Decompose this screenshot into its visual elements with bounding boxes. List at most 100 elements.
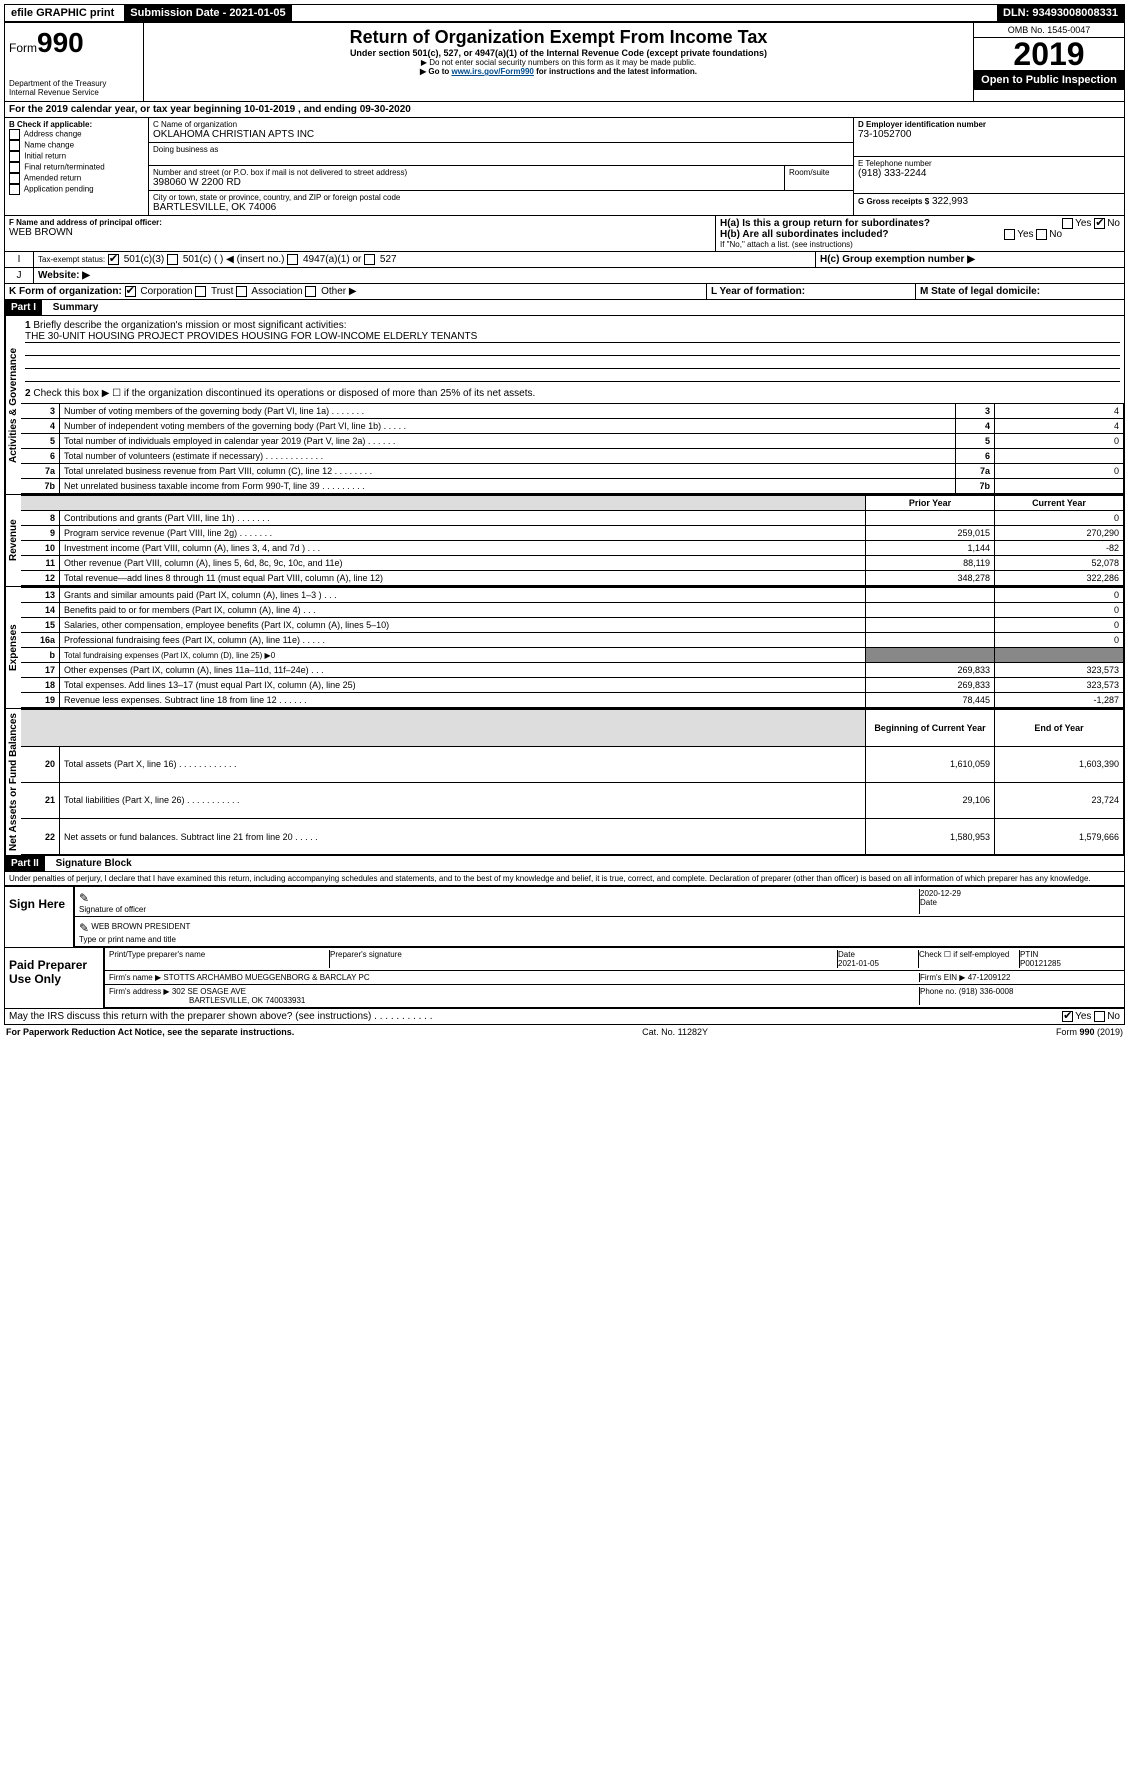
section-hc-label: H(c) Group exemption number ▶ [820,254,975,265]
entity-block: B Check if applicable: Address change Na… [4,118,1125,216]
section-g-label: G Gross receipts $ [858,197,929,206]
firm-ein: 47-1209122 [968,973,1011,982]
expenses-table: 13Grants and similar amounts paid (Part … [21,587,1124,708]
form-title: Return of Organization Exempt From Incom… [148,27,969,48]
netassets-table: Beginning of Current YearEnd of Year20To… [21,709,1124,855]
org-address: 398060 W 2200 RD [153,177,780,188]
tax-status-checkbox[interactable] [287,254,298,265]
form-org-checkbox[interactable] [236,286,247,297]
discuss-no-checkbox[interactable] [1094,1011,1105,1022]
section-b-checkbox[interactable] [9,184,20,195]
hb-yes-checkbox[interactable] [1004,229,1015,240]
room-label: Room/suite [789,168,849,177]
firm-city: BARTLESVILLE, OK 740033931 [109,996,305,1005]
top-toolbar: efile GRAPHIC print Submission Date - 20… [4,4,1125,22]
form-number: Form990 [9,27,139,59]
section-d-label: D Employer identification number [858,120,1120,129]
ha-no-checkbox[interactable] [1094,218,1105,229]
part1-title: Summary [45,302,99,313]
submission-date-btn[interactable]: Submission Date - 2021-01-05 [124,5,291,21]
section-b: B Check if applicable: Address change Na… [5,118,149,215]
discuss-yes-checkbox[interactable] [1062,1011,1073,1022]
form-org-checkbox[interactable] [305,286,316,297]
form-org-checkbox[interactable] [195,286,206,297]
pencil-icon [79,889,89,905]
pencil-icon-2 [79,919,89,935]
section-b-checkbox[interactable] [9,173,20,184]
firm-address: 302 SE OSAGE AVE [172,987,246,996]
dba-label: Doing business as [153,145,849,154]
governance-tab: Activities & Governance [5,316,21,494]
officer-name: WEB BROWN [9,227,711,238]
section-b-checkbox[interactable] [9,129,20,140]
form-note-1: ▶ Do not enter social security numbers o… [148,58,969,67]
section-b-checkbox[interactable] [9,140,20,151]
section-l: L Year of formation: [707,284,916,299]
section-h: H(a) Is this a group return for subordin… [716,216,1124,251]
governance-section: Activities & Governance 1 Briefly descri… [4,316,1125,495]
revenue-tab: Revenue [5,495,21,586]
gross-receipts: 322,993 [932,196,968,207]
sign-here-block: Sign Here Signature of officer 2020-12-2… [4,886,1125,948]
netassets-section: Net Assets or Fund Balances Beginning of… [4,709,1125,856]
section-b-checkbox[interactable] [9,162,20,173]
form-subtitle: Under section 501(c), 527, or 4947(a)(1)… [148,48,969,58]
tax-year: 2019 [974,38,1124,70]
sign-here-label: Sign Here [5,887,73,947]
ha-yes-checkbox[interactable] [1062,218,1073,229]
footer-left: For Paperwork Reduction Act Notice, see … [6,1027,294,1037]
expenses-section: Expenses 13Grants and similar amounts pa… [4,587,1125,709]
sig-date: 2020-12-29 [920,889,961,898]
form-org-block: K Form of organization: Corporation Trus… [4,284,1125,300]
discuss-row: May the IRS discuss this return with the… [4,1009,1125,1025]
dln-label: DLN: 93493008008331 [997,5,1124,21]
status-block: I Tax-exempt status: 501(c)(3) 501(c) ( … [4,252,1125,268]
ein-value: 73-1052700 [858,129,1120,140]
officer-block: F Name and address of principal officer:… [4,216,1125,252]
form-header: Form990 Department of the Treasury Inter… [4,22,1125,102]
footer-mid: Cat. No. 11282Y [642,1027,708,1037]
firm-name: STOTTS ARCHAMBO MUEGGENBORG & BARCLAY PC [163,973,369,982]
part2-header-row: Part II Signature Block [4,856,1125,872]
officer-typed-name: WEB BROWN PRESIDENT [91,922,190,931]
paid-preparer-label: Paid Preparer Use Only [5,948,103,1008]
section-b-checkbox[interactable] [9,151,20,162]
ptin-value: P00121285 [1020,959,1061,968]
revenue-section: Revenue Prior YearCurrent Year8Contribut… [4,495,1125,587]
org-name: OKLAHOMA CHRISTIAN APTS INC [153,129,849,140]
form-note-2: ▶ Go to www.irs.gov/Form990 for instruct… [148,67,969,76]
open-public-badge: Open to Public Inspection [974,70,1124,90]
irs-link[interactable]: www.irs.gov/Form990 [451,67,533,76]
city-label: City or town, state or province, country… [153,193,849,202]
efile-link[interactable]: efile GRAPHIC print [5,5,120,21]
form-org-checkbox[interactable] [125,286,136,297]
dept-label: Department of the Treasury Internal Reve… [9,79,139,97]
phone-value: (918) 333-2244 [858,168,1120,179]
tax-status-checkbox[interactable] [167,254,178,265]
self-employed-check[interactable]: Check ☐ if self-employed [919,950,1020,968]
part2-title: Signature Block [48,858,132,869]
section-m: M State of legal domicile: [916,284,1124,299]
website-block: J Website: ▶ [4,268,1125,284]
hb-no-checkbox[interactable] [1036,229,1047,240]
governance-table: 3Number of voting members of the governi… [21,403,1124,494]
part2-badge: Part II [5,856,45,871]
mission-text: THE 30-UNIT HOUSING PROJECT PROVIDES HOU… [25,331,1120,343]
paid-preparer-block: Paid Preparer Use Only Print/Type prepar… [4,948,1125,1009]
perjury-statement: Under penalties of perjury, I declare th… [4,872,1125,886]
page-footer: For Paperwork Reduction Act Notice, see … [4,1025,1125,1039]
netassets-tab: Net Assets or Fund Balances [5,709,21,855]
tax-status-checkbox[interactable] [108,254,119,265]
revenue-table: Prior YearCurrent Year8Contributions and… [21,495,1124,586]
firm-phone: (918) 336-0008 [959,987,1014,996]
part1-badge: Part I [5,300,42,315]
preparer-date: 2021-01-05 [838,959,879,968]
tax-status-checkbox[interactable] [364,254,375,265]
section-f-label: F Name and address of principal officer: [9,218,711,227]
line-a: For the 2019 calendar year, or tax year … [4,102,1125,118]
addr-label: Number and street (or P.O. box if mail i… [153,168,780,177]
section-e-label: E Telephone number [858,159,1120,168]
org-city: BARTLESVILLE, OK 74006 [153,202,849,213]
part1-header-row: Part I Summary [4,300,1125,316]
expenses-tab: Expenses [5,587,21,708]
